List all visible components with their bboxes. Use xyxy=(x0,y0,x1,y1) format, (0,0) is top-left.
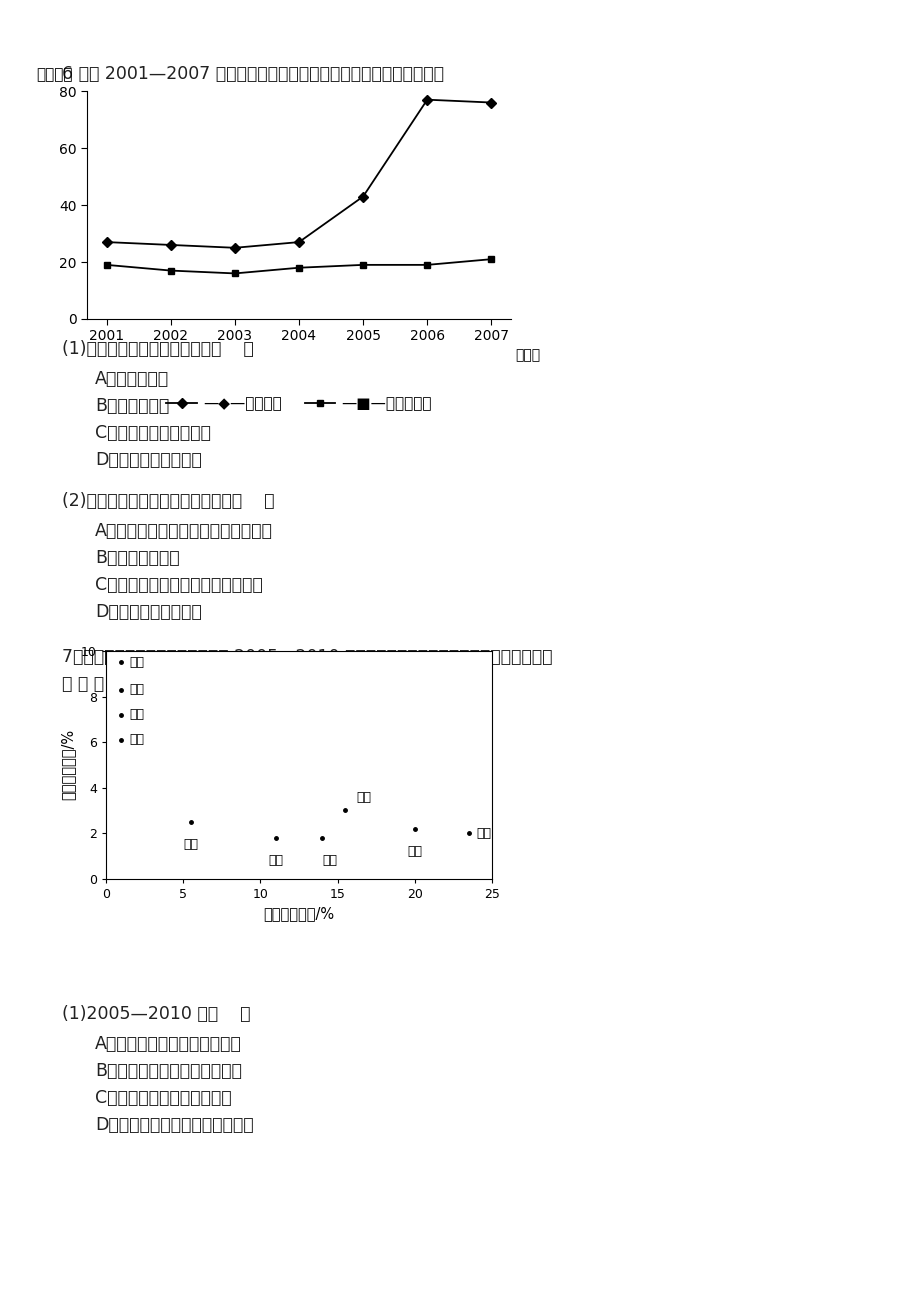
Text: 6 、读 2001—2007 年我国某省人口增长示意图，据此回答下列问题。: 6 、读 2001—2007 年我国某省人口增长示意图，据此回答下列问题。 xyxy=(62,65,444,83)
Text: D、人口自然增长率安徽低于天津: D、人口自然增长率安徽低于天津 xyxy=(95,1116,254,1134)
Text: （年）: （年） xyxy=(515,349,539,363)
Text: 浙江: 浙江 xyxy=(356,790,370,803)
Text: 7、下图表示我国部分省级行政区域 2005—2010 年间迁移人口比重。迁移人口以青庄年为主。: 7、下图表示我国部分省级行政区域 2005—2010 年间迁移人口比重。迁移人口… xyxy=(62,648,552,667)
Text: D、外来人口迁入增多: D、外来人口迁入增多 xyxy=(95,450,201,469)
Text: C、自然增长率大幅上升: C、自然增长率大幅上升 xyxy=(95,424,210,441)
Text: A、迁出人口数量贵州多于四川: A、迁出人口数量贵州多于四川 xyxy=(95,1035,242,1053)
Text: 四川: 四川 xyxy=(129,733,144,746)
Text: B、迁入人口数量上海多于广东: B、迁入人口数量上海多于广东 xyxy=(95,1062,242,1079)
Text: 江苏: 江苏 xyxy=(183,838,199,850)
X-axis label: 迁入人口比重/%: 迁入人口比重/% xyxy=(263,906,335,922)
Y-axis label: 迁出人口比重/%: 迁出人口比重/% xyxy=(61,729,75,801)
Text: 天津: 天津 xyxy=(268,854,283,867)
Text: 北京: 北京 xyxy=(407,845,422,858)
Text: C、人口增长率浙江高于江苏: C、人口增长率浙江高于江苏 xyxy=(95,1088,232,1107)
Text: (1)2005—2010 年（    ）: (1)2005—2010 年（ ） xyxy=(62,1005,250,1023)
Text: B、死亡率下降: B、死亡率下降 xyxy=(95,397,169,415)
Text: （万人）: （万人） xyxy=(37,66,73,82)
Text: 安徽: 安徽 xyxy=(129,656,144,669)
Text: 读 图 并 结 合 相 关 知 识 ， 完 成 下 列 问 题 。: 读 图 并 结 合 相 关 知 识 ， 完 成 下 列 问 题 。 xyxy=(62,674,326,693)
Text: D、人口政策鼓励多生: D、人口政策鼓励多生 xyxy=(95,603,201,621)
Text: 贵州: 贵州 xyxy=(129,708,144,721)
Text: C、与其他省份经济发展水平差异大: C、与其他省份经济发展水平差异大 xyxy=(95,575,263,594)
Text: A、出生率上升: A、出生率上升 xyxy=(95,370,169,388)
Legend: —◆—增长总量, —■—自然增长量: —◆—增长总量, —■—自然增长量 xyxy=(160,391,437,418)
Text: (2)该省出现这种变化的主要原因是（    ）: (2)该省出现这种变化的主要原因是（ ） xyxy=(62,492,274,510)
Text: 广东: 广东 xyxy=(322,854,337,867)
Text: (1)据图分析，这几年该省人口（    ）: (1)据图分析，这几年该省人口（ ） xyxy=(62,340,254,358)
Text: B、自然环境优美: B、自然环境优美 xyxy=(95,549,179,566)
Text: 上海: 上海 xyxy=(476,827,492,840)
Text: A、该省与其他省份历史、文化差异大: A、该省与其他省份历史、文化差异大 xyxy=(95,522,273,540)
Text: 江西: 江西 xyxy=(129,684,144,697)
